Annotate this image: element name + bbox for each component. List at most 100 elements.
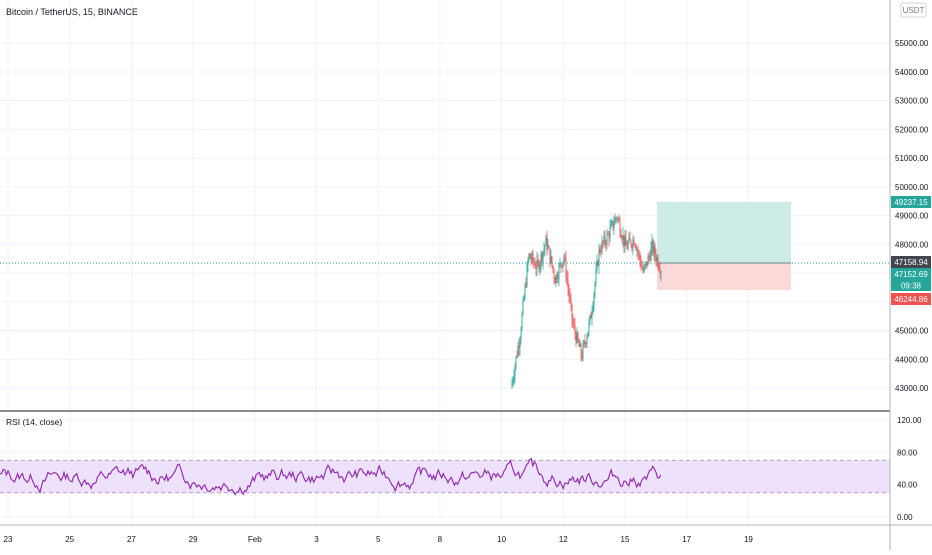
candle-body xyxy=(659,269,661,274)
time-tick-label: Feb xyxy=(248,535,262,544)
candle-body xyxy=(536,259,538,269)
candle-body xyxy=(511,382,513,389)
candle-body xyxy=(596,261,598,270)
candle-body xyxy=(599,248,601,253)
candle-body xyxy=(612,221,614,229)
price-tick-label: 44000.00 xyxy=(895,355,929,364)
candle-body xyxy=(642,268,644,272)
candle-body xyxy=(529,254,531,259)
candle-body xyxy=(627,243,629,249)
candle-body xyxy=(519,340,521,348)
candle-body xyxy=(603,235,605,243)
price-tick-label: 55000.00 xyxy=(895,39,929,48)
candle-body xyxy=(608,234,610,239)
currency-label: USDT xyxy=(903,6,925,15)
candle-body xyxy=(633,239,635,245)
candle-body xyxy=(576,332,578,343)
candle-body xyxy=(546,236,548,250)
time-axis[interactable]: 23 25 27 29 Feb 3 5 8 10 12 15 17 19 xyxy=(4,535,754,544)
candle-body xyxy=(534,263,536,268)
candle-body xyxy=(641,267,643,269)
candle-body xyxy=(624,237,626,246)
candle-body xyxy=(560,262,562,266)
candle-body xyxy=(562,261,564,267)
candle-body xyxy=(566,277,568,280)
stop-price-badge: 46244.86 xyxy=(891,293,931,305)
candle-body xyxy=(565,258,567,278)
candle-body xyxy=(580,344,582,356)
last-price-badge: 47158.94 xyxy=(891,256,931,268)
candle-body xyxy=(548,246,550,249)
time-tick-label: 5 xyxy=(376,535,381,544)
candle-body xyxy=(660,272,662,274)
candle-body xyxy=(631,245,633,248)
target-price-label: 49237.15 xyxy=(894,198,928,207)
candle-body xyxy=(579,344,581,347)
candle-body xyxy=(575,333,577,343)
candle-body xyxy=(626,245,628,249)
candle-body xyxy=(600,252,602,253)
candle-body xyxy=(513,376,515,380)
price-tick-label: 51000.00 xyxy=(895,154,929,163)
candle-body xyxy=(533,261,535,264)
time-tick-label: 10 xyxy=(497,535,506,544)
candle-body xyxy=(571,303,573,320)
candle-body xyxy=(617,218,619,220)
candle-body xyxy=(540,253,542,264)
candle-body xyxy=(545,236,547,246)
candle-body xyxy=(592,305,594,312)
candle-body xyxy=(544,245,546,249)
candle-body xyxy=(585,343,587,344)
time-tick-label: 17 xyxy=(682,535,691,544)
candle-body xyxy=(569,296,571,300)
candle-body xyxy=(516,356,518,358)
rsi-line xyxy=(0,457,662,496)
candle-body xyxy=(629,237,631,241)
candle-body xyxy=(577,332,579,341)
currency-badge[interactable] xyxy=(900,2,927,18)
time-tick-label: 29 xyxy=(189,535,198,544)
candle-body xyxy=(602,241,604,243)
price-tick-label: 49000.00 xyxy=(895,212,929,221)
candle-body xyxy=(567,279,569,289)
candle-body xyxy=(572,319,574,325)
candle-body xyxy=(587,331,589,338)
candle-body xyxy=(561,265,563,267)
candle-body xyxy=(607,233,609,235)
candle-body xyxy=(637,249,639,253)
candles xyxy=(511,213,662,390)
candle-body xyxy=(574,325,576,334)
candle-body xyxy=(654,245,656,256)
rsi-axis[interactable]: 120.00 80.00 40.00 0.00 xyxy=(897,416,922,522)
price-tick-label: 50000.00 xyxy=(895,183,929,192)
loss-zone[interactable] xyxy=(657,263,791,290)
candle-body xyxy=(521,313,523,331)
candle-body xyxy=(543,248,545,252)
candle-body xyxy=(589,315,591,322)
candle-body xyxy=(610,223,612,228)
candle-body xyxy=(563,257,565,262)
profit-zone[interactable] xyxy=(657,202,791,263)
price-tick-label: 48000.00 xyxy=(895,240,929,249)
candle-body xyxy=(552,265,554,270)
rsi-tick-label: 80.00 xyxy=(897,448,918,457)
candle-body xyxy=(553,269,555,278)
time-tick-label: 27 xyxy=(127,535,136,544)
candle-body xyxy=(593,293,595,306)
candle-body xyxy=(657,257,659,268)
candle-body xyxy=(609,227,611,239)
candle-body xyxy=(535,267,537,269)
time-tick-label: 19 xyxy=(744,535,753,544)
candle-body xyxy=(530,258,532,261)
price-axis[interactable]: 55000.00 54000.00 53000.00 52000.00 51000.00… xyxy=(895,39,929,393)
candle-body xyxy=(613,224,615,229)
candle-body xyxy=(570,299,572,304)
candle-body xyxy=(555,274,557,284)
candle-body xyxy=(549,248,551,264)
time-tick-label: 25 xyxy=(65,535,74,544)
candle-body xyxy=(523,297,525,301)
candle-body xyxy=(527,260,529,266)
time-tick-label: 23 xyxy=(4,535,13,544)
